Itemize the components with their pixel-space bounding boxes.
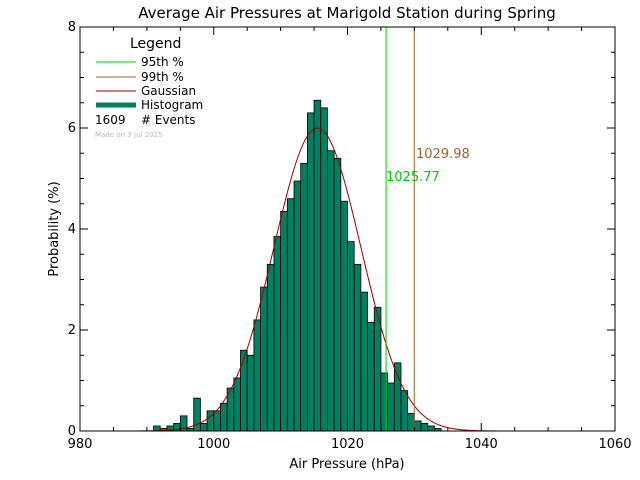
legend-label-p95: 95th %: [141, 55, 184, 69]
events-label: # Events: [141, 113, 196, 127]
histogram-bar: [367, 322, 375, 432]
histogram-bar: [333, 157, 342, 432]
y-tick-label: 4: [68, 222, 76, 237]
histogram-bar: [427, 425, 435, 432]
histogram-bar: [407, 412, 415, 432]
histogram-bar: [380, 372, 389, 432]
histogram-bar: [420, 423, 429, 432]
histogram-bar: [260, 286, 268, 432]
histogram-bar: [213, 410, 221, 432]
legend-title: Legend: [130, 36, 181, 52]
legend: Legend 95th % 99th % Gaussian Histogram …: [95, 36, 203, 139]
x-tick-label: 1040: [465, 437, 498, 452]
histogram-bar: [193, 397, 201, 432]
histogram-bar: [360, 291, 368, 432]
histogram-bar: [393, 362, 402, 432]
histogram-bar: [387, 382, 395, 432]
histogram-bar: [220, 402, 228, 432]
x-tick-label: 980: [68, 437, 93, 452]
histogram-bar: [253, 319, 261, 432]
y-tick-label: 8: [68, 20, 76, 35]
histogram-bar: [327, 150, 335, 432]
histogram-bar: [347, 241, 355, 432]
x-tick-label: 1020: [331, 437, 364, 452]
histogram-bar: [293, 180, 302, 432]
histogram-bar: [273, 236, 282, 432]
x-axis-label: Air Pressure (hPa): [289, 457, 404, 472]
histogram-bar: [340, 200, 348, 432]
histogram-bar: [286, 198, 295, 432]
histogram-bar: [300, 162, 308, 432]
histogram-bar: [199, 423, 208, 432]
histogram-bar: [306, 112, 315, 432]
histogram-bar: [373, 306, 382, 432]
histogram-bar: [400, 390, 409, 432]
histogram-bar: [233, 377, 241, 432]
percentile-lines: [385, 27, 415, 431]
legend-label-gaussian: Gaussian: [141, 84, 196, 98]
p99-value-label: 1029.98: [416, 147, 470, 162]
x-tick-label: 1060: [598, 437, 631, 452]
histogram-bar: [320, 107, 328, 432]
y-axis-label: Probability (%): [47, 181, 62, 276]
events-count: 1609: [95, 113, 126, 127]
legend-label-p99: 99th %: [141, 70, 184, 84]
x-tick-label: 1000: [197, 437, 230, 452]
histogram-bar: [240, 349, 248, 432]
histogram-bar: [313, 99, 322, 432]
histogram-bar: [246, 354, 255, 432]
p95-value-label: 1025.77: [386, 170, 440, 185]
histogram-bar: [413, 420, 422, 432]
y-tick-label: 6: [68, 121, 76, 136]
histogram-bar: [280, 210, 288, 432]
chart-title: Average Air Pressures at Marigold Statio…: [138, 4, 556, 22]
axis-ticks: 980 1000 1020 1040 1060 0 2 4 6 8: [68, 20, 632, 452]
legend-label-histogram: Histogram: [141, 98, 203, 112]
histogram-bar: [353, 263, 362, 432]
made-on-note: Made on 3 Jul 2025: [95, 131, 162, 139]
y-tick-label: 2: [68, 323, 76, 338]
y-tick-label: 0: [68, 424, 76, 439]
histogram-bar: [266, 263, 275, 432]
